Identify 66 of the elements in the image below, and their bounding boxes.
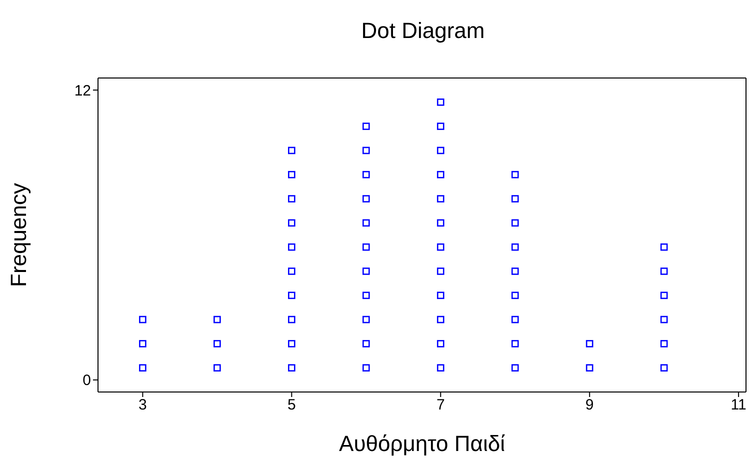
x-tick-label: 11: [730, 396, 746, 414]
point: [288, 195, 296, 202]
point: [660, 243, 668, 251]
point: [362, 340, 370, 348]
point: [436, 243, 444, 251]
point: [362, 170, 370, 178]
point: [511, 219, 519, 227]
point: [511, 195, 519, 202]
point: [139, 340, 146, 348]
point: [511, 170, 519, 178]
point: [511, 268, 519, 275]
point: [362, 268, 370, 275]
x-tick-label: 3: [138, 396, 147, 414]
x-tick-label: 7: [436, 396, 445, 414]
point: [288, 292, 296, 300]
point: [436, 195, 444, 202]
x-tick-label: 5: [287, 396, 296, 414]
point: [139, 316, 146, 324]
x-tick-label: 9: [585, 396, 594, 414]
point: [436, 316, 444, 324]
point: [660, 268, 668, 275]
point: [362, 292, 370, 300]
y-tick-label: 12: [74, 82, 91, 100]
point: [362, 122, 370, 130]
point: [362, 195, 370, 202]
point: [288, 364, 296, 372]
point: [436, 98, 444, 106]
point: [214, 316, 221, 324]
point: [288, 219, 296, 227]
y-tick-label: 0: [82, 372, 91, 390]
point: [288, 146, 296, 154]
point: [362, 243, 370, 251]
point: [436, 219, 444, 227]
point: [660, 364, 668, 372]
point: [288, 268, 296, 275]
point: [288, 243, 296, 251]
point: [362, 316, 370, 324]
point: [288, 340, 296, 348]
point: [436, 122, 444, 130]
point: [362, 364, 370, 372]
chart-title: Dot Diagram: [360, 18, 486, 44]
point: [362, 146, 370, 154]
point: [511, 364, 519, 372]
point: [436, 292, 444, 300]
point: [436, 364, 444, 372]
point: [436, 170, 444, 178]
point: [139, 364, 146, 372]
x-axis-title: Αυθόρμητο Παιδί: [339, 431, 506, 456]
point: [436, 146, 444, 154]
point: [214, 364, 221, 372]
point: [660, 316, 668, 324]
point: [511, 292, 519, 300]
point: [511, 243, 519, 251]
point: [586, 364, 594, 372]
point: [660, 340, 668, 348]
point: [214, 340, 221, 348]
point: [511, 340, 519, 348]
point: [586, 340, 594, 348]
point: [511, 316, 519, 324]
point: [362, 219, 370, 227]
y-axis-title: Frequency: [6, 183, 31, 287]
point: [436, 340, 444, 348]
point: [288, 316, 296, 324]
point: [660, 292, 668, 300]
point: [288, 170, 296, 178]
point: [436, 268, 444, 275]
